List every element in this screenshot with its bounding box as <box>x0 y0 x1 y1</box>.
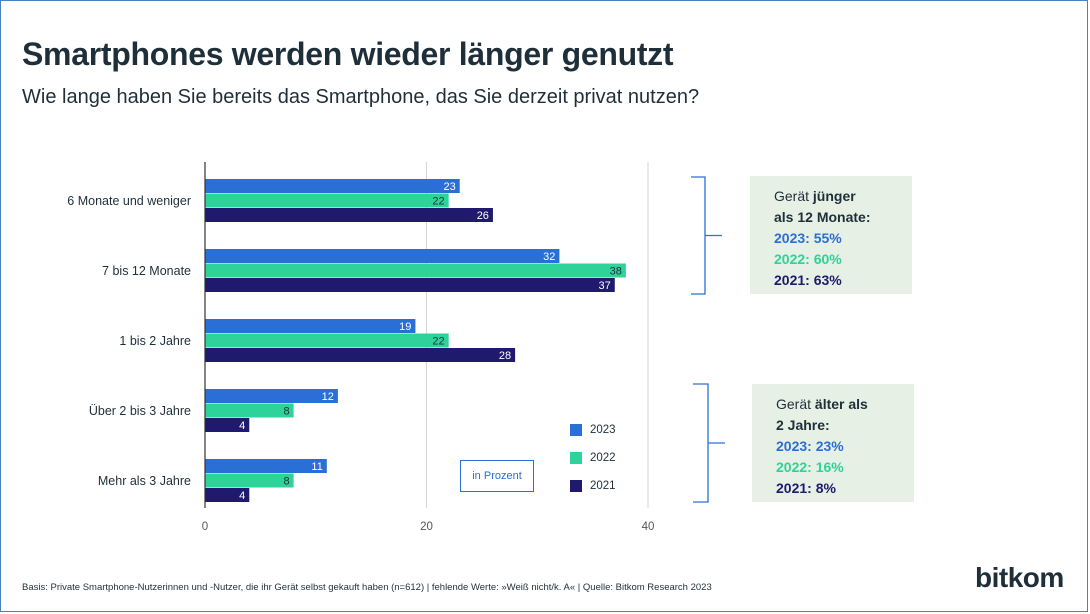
value-label-2021-6-monate-und-weniger: 26 <box>477 210 489 222</box>
bracket-younger <box>691 176 722 295</box>
value-label-2023-mehr-als-3-jahre: 11 <box>311 461 322 473</box>
bar-2023-6-monate-und-weniger <box>205 179 460 193</box>
value-label-2022-über-2-bis-3-jahre: 8 <box>283 406 289 418</box>
bar-2023-über-2-bis-3-jahre <box>205 389 338 403</box>
note-younger-2022: 2022: 60% <box>774 251 842 267</box>
note-older-2-years: Gerät älter als 2 Jahre: 2023: 23% 2022:… <box>752 384 914 502</box>
category-label-7-bis-12-monate: 7 bis 12 Monate <box>102 264 191 278</box>
bar-2022-6-monate-und-weniger <box>205 193 449 208</box>
bar-2022-über-2-bis-3-jahre <box>205 403 294 418</box>
legend-swatch-2022 <box>570 452 582 464</box>
value-label-2021-über-2-bis-3-jahre: 4 <box>239 420 245 432</box>
bar-2021-mehr-als-3-jahre <box>205 488 250 502</box>
category-label-1-bis-2-jahre: 1 bis 2 Jahre <box>119 334 191 348</box>
note-younger-12-months: Gerät jünger als 12 Monate: 2023: 55% 20… <box>750 176 912 294</box>
value-label-2023-1-bis-2-jahre: 19 <box>399 321 411 333</box>
value-label-2022-7-bis-12-monate: 38 <box>610 266 622 278</box>
value-label-2021-mehr-als-3-jahre: 4 <box>239 490 245 502</box>
value-label-2023-über-2-bis-3-jahre: 12 <box>322 391 334 403</box>
footer-source: Basis: Private Smartphone-Nutzerinnen un… <box>22 582 712 593</box>
legend-label-2023: 2023 <box>590 424 616 437</box>
value-label-2023-7-bis-12-monate: 32 <box>543 251 555 263</box>
x-tick-label-40: 40 <box>642 521 655 533</box>
chart-title: Smartphones werden wieder länger genutzt <box>22 36 674 72</box>
value-label-2021-7-bis-12-monate: 37 <box>599 280 611 292</box>
bar-2022-1-bis-2-jahre <box>205 333 449 348</box>
legend-label-2022: 2022 <box>590 452 616 465</box>
unit-label-box: in Prozent <box>460 460 534 492</box>
value-label-2021-1-bis-2-jahre: 28 <box>499 350 511 362</box>
bar-2021-7-bis-12-monate <box>205 278 615 292</box>
note-older-2023: 2023: 23% <box>776 438 844 454</box>
note-older-prefix: Gerät <box>776 396 815 412</box>
legend-swatch-2021 <box>570 480 582 492</box>
bar-2023-mehr-als-3-jahre <box>205 459 327 473</box>
value-label-2022-1-bis-2-jahre: 22 <box>432 336 444 348</box>
bar-2021-über-2-bis-3-jahre <box>205 418 250 432</box>
note-younger-bold2: als 12 Monate: <box>774 209 871 225</box>
category-label-über-2-bis-3-jahre: Über 2 bis 3 Jahre <box>89 404 191 418</box>
value-label-2023-6-monate-und-weniger: 23 <box>443 181 455 193</box>
bar-2023-1-bis-2-jahre <box>205 319 416 333</box>
x-tick-label-0: 0 <box>202 521 208 533</box>
bar-2021-6-monate-und-weniger <box>205 208 493 222</box>
legend-item-2021: 2021 <box>570 480 660 494</box>
note-younger-2023: 2023: 55% <box>774 230 842 246</box>
bracket-older <box>693 383 725 503</box>
x-tick-label-20: 20 <box>420 521 433 533</box>
note-younger-bold1: jünger <box>812 188 856 204</box>
chart-subtitle: Wie lange haben Sie bereits das Smartpho… <box>22 86 700 108</box>
category-label-6-monate-und-weniger: 6 Monate und weniger <box>67 194 191 208</box>
bar-2021-1-bis-2-jahre <box>205 348 516 362</box>
legend-item-2022: 2022 <box>570 452 660 466</box>
bracket-older-path <box>693 383 725 503</box>
note-older-bold1: älter als <box>814 396 868 412</box>
category-label-mehr-als-3-jahre: Mehr als 3 Jahre <box>98 474 191 488</box>
bitkom-logo: bitkom <box>975 562 1064 593</box>
bar-2022-mehr-als-3-jahre <box>205 473 294 488</box>
note-younger-2021: 2021: 63% <box>774 272 842 288</box>
bar-2023-7-bis-12-monate <box>205 249 560 263</box>
note-younger-prefix: Gerät <box>774 188 813 204</box>
bracket-younger-path <box>691 176 722 295</box>
legend-item-2023: 2023 <box>570 424 660 438</box>
value-label-2022-mehr-als-3-jahre: 8 <box>283 476 289 488</box>
note-older-bold2: 2 Jahre: <box>776 417 830 433</box>
legend-swatch-2023 <box>570 424 582 436</box>
note-older-2021: 2021: 8% <box>776 480 836 496</box>
note-older-2022: 2022: 16% <box>776 459 844 475</box>
value-label-2022-6-monate-und-weniger: 22 <box>432 196 444 208</box>
legend-label-2021: 2021 <box>590 480 616 493</box>
bar-2022-7-bis-12-monate <box>205 263 626 278</box>
